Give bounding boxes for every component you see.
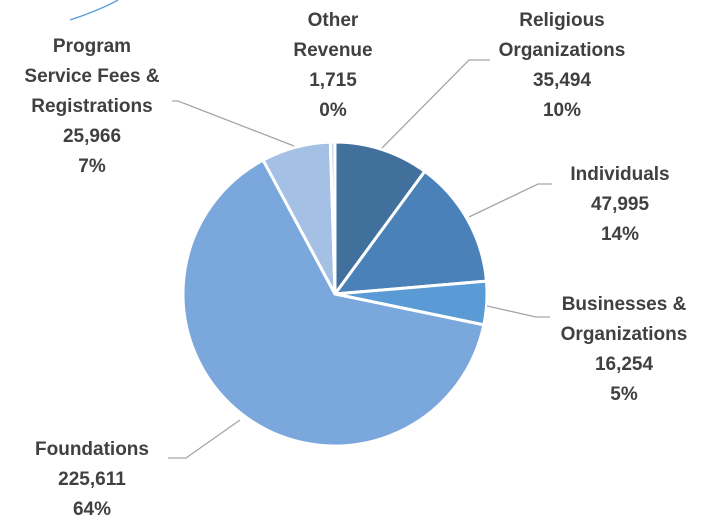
data-label: Businesses & Organizations 16,254 5% (561, 294, 688, 405)
leader-line (468, 183, 552, 218)
data-label-category-name: Religious (519, 10, 605, 31)
pie-slice-religious-organizations (333, 140, 427, 296)
data-label-percent: 10% (543, 100, 581, 121)
data-labels: Religious Organizations 35,494 10% Individua… (24, 10, 687, 520)
data-label-category-name: Program (53, 36, 131, 57)
data-label-category-name: Service Fees & (24, 66, 159, 87)
data-label: Individuals 47,995 14% (570, 164, 669, 245)
leader-line (172, 100, 295, 147)
decorative-arc (69, 0, 119, 21)
data-label-category-name: Other (308, 10, 359, 31)
data-label: Foundations 225,611 64% (35, 439, 149, 520)
pie-slice-foundations (181, 158, 486, 448)
data-label: Program Service Fees & Registrations 25,966… (24, 36, 159, 177)
data-label: Other Revenue 1,715 0% (293, 10, 372, 121)
data-label-value: 35,494 (533, 70, 592, 91)
data-label-value: 225,611 (58, 469, 126, 490)
data-label-value: 1,715 (309, 70, 357, 91)
data-label-category-name: Organizations (499, 40, 626, 61)
leader-line (168, 419, 241, 459)
leader-line (381, 59, 490, 149)
data-label-category-name: Foundations (35, 439, 149, 460)
data-label-category-name: Individuals (570, 164, 669, 185)
data-label-value: 16,254 (595, 354, 654, 375)
data-label-value: 47,995 (591, 194, 650, 215)
data-label-percent: 7% (78, 156, 106, 177)
data-label-category-name: Registrations (31, 96, 152, 117)
pie-slice-individuals (333, 169, 488, 296)
data-label-category-name: Organizations (561, 324, 688, 345)
data-label-category-name: Businesses & (562, 294, 687, 315)
data-label-percent: 0% (319, 100, 347, 121)
leader-line (486, 305, 550, 318)
pie-slices (181, 140, 489, 448)
data-label-value: 25,966 (63, 126, 121, 147)
leader-lines (168, 59, 552, 459)
data-label-percent: 5% (610, 384, 638, 405)
data-label-percent: 14% (601, 224, 639, 245)
data-label: Religious Organizations 35,494 10% (499, 10, 626, 121)
data-label-category-name: Revenue (293, 40, 372, 61)
pie-slice-other-revenue (328, 140, 337, 296)
data-label-percent: 64% (73, 499, 111, 520)
